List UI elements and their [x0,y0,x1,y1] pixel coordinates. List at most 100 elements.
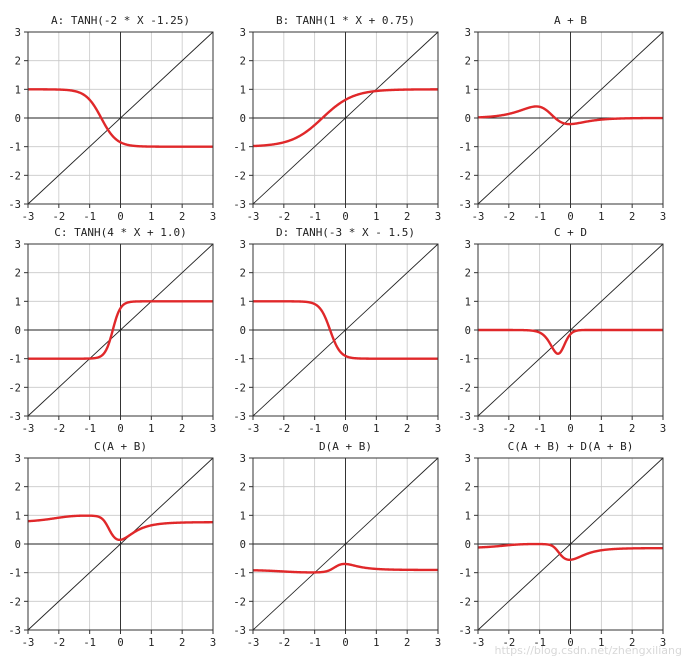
y-tick-label: 1 [240,296,246,308]
y-tick-label: -1 [458,142,471,154]
x-tick-label: 0 [117,637,123,649]
x-tick-label: -1 [83,423,96,435]
y-tick-label: 1 [240,84,246,96]
y-tick-label: -2 [8,170,21,182]
watermark: https://blog.csdn.net/zhengxiliang [494,644,682,657]
y-tick-label: -1 [458,354,471,366]
subplot-7: C(A + B) -3 -2 -1 0 1 2 3 -3 -2 -1 0 1 2 3 [8,440,216,649]
y-tick-label: -3 [233,411,246,423]
x-tick-label: 0 [117,211,123,223]
function-curve [27,300,214,360]
y-tick-label: 0 [240,325,246,337]
y-tick-label: -3 [233,199,246,211]
x-tick-label: -1 [533,211,546,223]
x-tick-label: 2 [629,211,635,223]
subplot-title: A + B [554,14,587,27]
x-tick-label: -1 [83,637,96,649]
x-tick-label: -2 [503,637,516,649]
y-tick-label: 0 [15,325,21,337]
x-tick-label: 3 [210,637,216,649]
y-tick-label: -2 [458,170,471,182]
y-tick-label: -2 [8,596,21,608]
x-tick-label: 0 [342,423,348,435]
subplot-3: A + B -3 -2 -1 0 1 2 3 -3 -2 -1 0 1 2 3 [458,14,666,223]
identity-line [27,457,214,631]
y-tick-label: -3 [233,625,246,637]
y-tick-label: -1 [8,142,21,154]
x-tick-label: -2 [278,423,291,435]
x-tick-label: 0 [567,211,573,223]
x-tick-label: 2 [404,423,410,435]
y-tick-label: 1 [465,296,471,308]
x-tick-label: 0 [342,211,348,223]
identity-line [27,31,214,205]
y-tick-label: 1 [15,510,21,522]
x-tick-label: 3 [210,211,216,223]
identity-line [252,457,439,631]
y-tick-label: 1 [240,510,246,522]
subplot-2: B: TANH(1 * X + 0.75) -3 -2 -1 0 1 2 3 -3 -2 -1 0 1 2… [233,14,441,223]
x-tick-label: 3 [435,211,441,223]
x-tick-label: 2 [179,211,185,223]
y-tick-label: 3 [15,453,21,465]
x-tick-label: 1 [373,211,379,223]
y-tick-label: 2 [465,268,471,280]
subplot-title: C: TANH(4 * X + 1.0) [54,226,186,239]
y-tick-label: 2 [465,482,471,494]
x-tick-label: 1 [373,423,379,435]
y-tick-label: -3 [458,411,471,423]
x-tick-label: -1 [308,211,321,223]
subplot-1: A: TANH(-2 * X -1.25) -3 -2 -1 0 1 2 3 -3 -2 -1 0 1 2… [8,14,216,223]
y-tick-label: 3 [240,453,246,465]
subplot-5: D: TANH(-3 * X - 1.5) -3 -2 -1 0 1 2 3 -3 -2 -1 0 1 2… [233,226,441,435]
identity-line [477,457,664,631]
x-tick-label: -2 [503,423,516,435]
y-tick-label: -2 [233,596,246,608]
x-tick-label: -2 [278,637,291,649]
y-tick-label: -2 [233,170,246,182]
subplot-title: D(A + B) [319,440,372,453]
y-tick-label: 3 [465,239,471,251]
y-tick-label: 3 [240,27,246,39]
x-tick-label: 2 [404,637,410,649]
subplot-9: C(A + B) + D(A + B) -3 -2 -1 0 1 2 3 -3 -2 -1 0 1 2 3 [458,440,666,649]
x-tick-label: -1 [83,211,96,223]
y-tick-label: 1 [465,84,471,96]
function-curve [252,88,439,148]
y-tick-label: -2 [458,382,471,394]
x-tick-label: 0 [117,423,123,435]
subplot-title: C(A + B) + D(A + B) [508,440,634,453]
x-tick-label: -1 [308,423,321,435]
x-tick-label: 1 [598,423,604,435]
x-tick-label: -3 [472,423,485,435]
x-tick-label: 1 [148,637,154,649]
y-tick-label: 3 [15,239,21,251]
y-tick-label: -1 [233,568,246,580]
identity-line [27,243,214,417]
x-tick-label: -2 [53,637,66,649]
y-tick-label: 0 [240,113,246,125]
x-tick-label: -2 [53,211,66,223]
y-tick-label: 1 [465,510,471,522]
y-tick-label: -2 [458,596,471,608]
y-tick-label: 0 [15,113,21,125]
function-curve [477,542,664,561]
y-tick-label: 3 [465,453,471,465]
subplot-title: C + D [554,226,587,239]
x-tick-label: 1 [598,211,604,223]
x-tick-label: -3 [247,423,260,435]
x-tick-label: 3 [435,637,441,649]
y-tick-label: 1 [15,296,21,308]
x-tick-label: -2 [503,211,516,223]
x-tick-label: 0 [567,423,573,435]
x-tick-label: 1 [148,211,154,223]
x-tick-label: 3 [210,423,216,435]
subplot-title: C(A + B) [94,440,147,453]
y-tick-label: 2 [240,482,246,494]
y-tick-label: -3 [8,199,21,211]
identity-line [252,31,439,205]
y-tick-label: 2 [15,268,21,280]
subplot-8: D(A + B) -3 -2 -1 0 1 2 3 -3 -2 -1 0 1 2 3 [233,440,441,649]
x-tick-label: 0 [342,637,348,649]
function-curve [252,562,439,574]
